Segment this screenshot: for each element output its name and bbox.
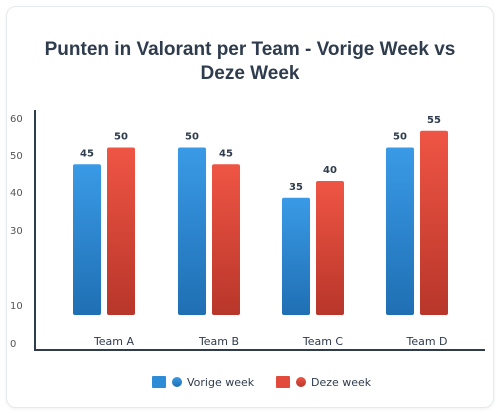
bar-deze-week — [316, 181, 344, 315]
y-tick-label: 40 — [10, 188, 23, 199]
legend-label: Vorige week — [187, 376, 255, 389]
legend-label: Deze week — [311, 376, 372, 389]
data-label: 35 — [289, 182, 303, 193]
bar-deze-week — [420, 130, 448, 315]
bar-vorige-week — [178, 147, 206, 315]
x-tick-label: Team C — [302, 335, 344, 348]
chart-title: Punten in Valorant per Team - Vorige Wee… — [44, 39, 456, 84]
y-tick-label: 0 — [10, 339, 16, 350]
y-tick-label: 60 — [10, 114, 23, 125]
data-label: 50 — [114, 132, 128, 143]
data-label: 50 — [185, 132, 199, 143]
x-tick-label: Team D — [405, 335, 447, 348]
legend-dot-icon — [172, 377, 182, 387]
x-tick-label: Team B — [198, 335, 239, 348]
legend-dot-icon — [296, 377, 306, 387]
data-label: 55 — [427, 115, 441, 126]
y-tick-label: 10 — [10, 301, 23, 312]
bar-vorige-week — [73, 164, 101, 315]
legend-swatch — [276, 376, 290, 388]
data-label: 45 — [80, 148, 94, 159]
bar-deze-week — [212, 164, 240, 315]
data-label: 45 — [219, 148, 233, 159]
bar-deze-week — [107, 147, 135, 315]
x-tick-label: Team A — [93, 335, 135, 348]
data-label: 50 — [393, 132, 407, 143]
bar-vorige-week — [386, 147, 414, 315]
y-tick-label: 30 — [10, 226, 23, 237]
y-tick-label: 50 — [10, 151, 23, 162]
legend-item[interactable]: Deze week — [276, 376, 372, 389]
bar-vorige-week — [282, 197, 310, 315]
legend-item[interactable]: Vorige week — [152, 376, 255, 389]
legend-swatch — [152, 376, 166, 388]
data-label: 40 — [323, 165, 337, 176]
